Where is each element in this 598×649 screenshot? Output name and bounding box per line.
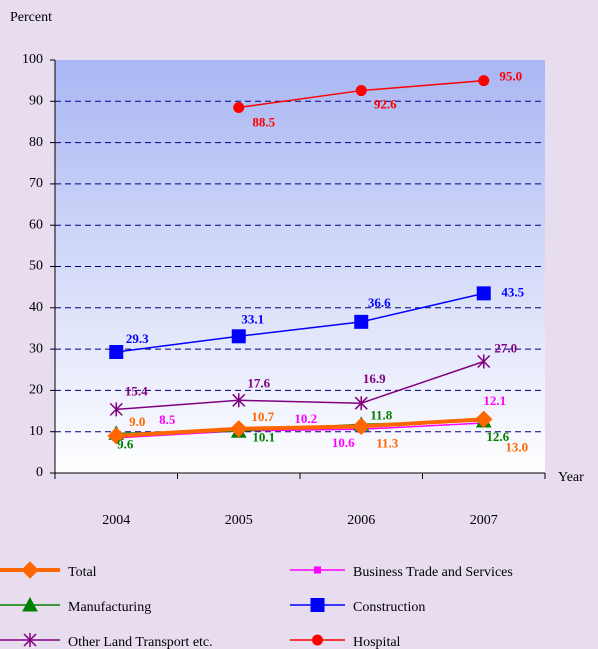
y-tick-label: 100 — [22, 52, 43, 67]
x-tick-label: 2006 — [347, 513, 375, 528]
value-label: 9.6 — [117, 436, 134, 451]
x-tick-label: 2004 — [102, 513, 130, 528]
legend-marker — [22, 596, 38, 612]
y-tick-label: 80 — [29, 135, 43, 150]
series-line — [116, 417, 484, 438]
series-line — [116, 422, 484, 439]
marker — [354, 314, 369, 329]
marker — [355, 85, 367, 97]
value-label: 29.3 — [126, 331, 149, 346]
legend-marker — [21, 561, 39, 579]
value-label: 11.3 — [376, 435, 399, 450]
marker — [231, 329, 246, 344]
marker — [476, 286, 491, 301]
value-label: 16.9 — [363, 371, 386, 386]
y-tick-label: 10 — [29, 424, 43, 439]
x-axis-label: Year — [558, 470, 584, 485]
legend-marker — [314, 566, 321, 574]
x-tick-label: 2005 — [225, 513, 253, 528]
value-label: 36.6 — [368, 295, 391, 310]
marker — [109, 402, 123, 417]
legend-marker — [23, 633, 37, 647]
value-label: 15.4 — [125, 383, 148, 398]
series-line — [116, 360, 484, 411]
value-label: 9.0 — [129, 414, 145, 429]
value-label: 10.2 — [294, 411, 317, 426]
marker — [475, 410, 493, 429]
value-label: 11.8 — [370, 407, 393, 422]
marker — [233, 101, 245, 113]
y-axis-label: Percent — [10, 10, 52, 25]
legend-label: Total — [68, 565, 97, 580]
value-label: 17.6 — [247, 375, 270, 390]
marker — [354, 396, 368, 411]
y-tick-label: 90 — [29, 94, 43, 109]
legend-label: Business Trade and Services — [353, 565, 513, 580]
marker — [109, 344, 124, 359]
marker — [352, 417, 370, 436]
x-tick-label: 2007 — [470, 513, 498, 528]
marker — [230, 420, 248, 438]
y-tick-label: 0 — [36, 465, 43, 480]
value-label: 10.6 — [332, 435, 355, 450]
value-label: 10.7 — [251, 409, 274, 424]
legend-marker — [312, 634, 323, 646]
marker — [477, 354, 491, 369]
y-tick-label: 50 — [29, 259, 43, 274]
value-label: 13.0 — [505, 439, 528, 454]
marker — [107, 427, 125, 445]
y-tick-label: 40 — [29, 300, 43, 315]
value-label: 92.6 — [374, 97, 397, 112]
y-tick-label: 60 — [29, 217, 43, 232]
value-label: 95.0 — [499, 69, 522, 84]
value-label: 12.6 — [486, 429, 509, 444]
value-label: 12.1 — [483, 393, 506, 408]
value-label: 8.5 — [159, 412, 176, 427]
legend-label: Hospital — [353, 635, 401, 649]
y-tick-label: 30 — [29, 341, 43, 356]
legend-label: Construction — [353, 600, 425, 615]
value-label: 33.1 — [241, 311, 264, 326]
value-label: 88.5 — [252, 114, 275, 129]
y-tick-label: 20 — [29, 383, 43, 398]
value-label: 43.5 — [501, 284, 524, 299]
series-line — [116, 292, 484, 353]
value-label: 10.1 — [252, 429, 275, 444]
marker — [478, 75, 490, 87]
legend-marker — [310, 598, 325, 612]
legend-label: Other Land Transport etc. — [68, 635, 213, 649]
y-tick-label: 70 — [29, 176, 43, 191]
value-label: 27.0 — [494, 340, 517, 355]
legend-label: Manufacturing — [68, 600, 151, 615]
marker — [232, 393, 246, 408]
